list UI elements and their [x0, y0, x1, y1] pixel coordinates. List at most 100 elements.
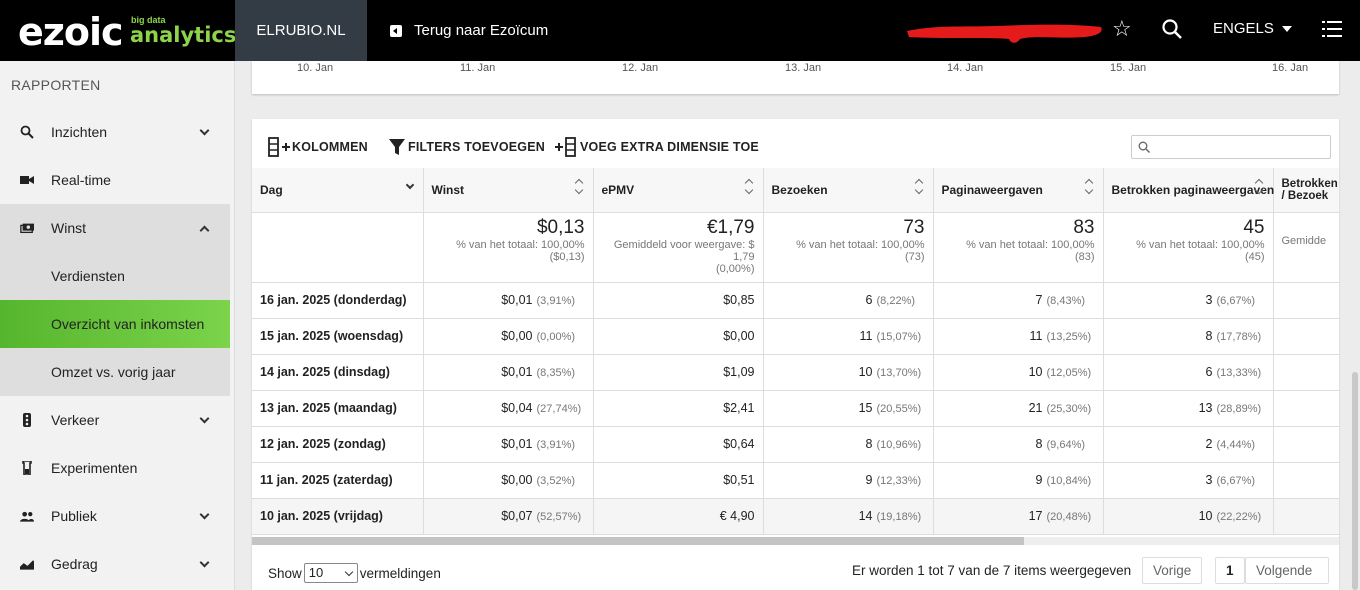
sidebar-item-verkeer[interactable]: Verkeer — [0, 396, 230, 444]
cell-per-bezoek — [1273, 354, 1339, 391]
cell-percent: (4,44%) — [1216, 439, 1256, 451]
cell-percent: (6,67%) — [1216, 475, 1256, 487]
total-value: $0,13 — [536, 216, 585, 238]
sidebar-subitem-omzet-vorig-jaar[interactable]: Omzet vs. vorig jaar — [0, 348, 230, 396]
table-search-input[interactable] — [1131, 135, 1331, 159]
table-row[interactable]: 10 jan. 2025 (vrijdag) $0,07 (52,57%) € 4,9… — [252, 498, 1339, 535]
sidebar-item-winst[interactable]: Winst — [0, 204, 230, 252]
table-row[interactable]: 16 jan. 2025 (donderdag) $0,01 (3,91%) $0,8… — [252, 282, 1339, 319]
page-vertical-scrollbar[interactable] — [1352, 372, 1358, 590]
table-row[interactable]: 14 jan. 2025 (dinsdag) $0,01 (8,35%) $1,09 1… — [252, 354, 1339, 391]
next-page-button[interactable]: Volgende — [1245, 557, 1329, 584]
language-selector[interactable]: ENGELS — [1213, 0, 1292, 61]
chevron-down-icon — [199, 509, 210, 520]
cell-value: 13 — [1198, 401, 1213, 415]
cell-percent: (19,18%) — [876, 511, 922, 523]
columns-label: KOLOMMEN — [292, 140, 368, 154]
table-row[interactable]: 15 jan. 2025 (woensdag) $0,00 (0,00%) $0,00… — [252, 318, 1339, 355]
sidebar-item-gedrag[interactable]: Gedrag — [0, 540, 230, 588]
columns-button[interactable]: KOLOMMEN — [268, 137, 368, 157]
sidebar-item-real-time[interactable]: Real-time — [0, 156, 230, 204]
cell-percent: (10,96%) — [876, 439, 922, 451]
scrollbar-thumb[interactable] — [252, 537, 1024, 545]
cell-betrokken: 6 (13,33%) — [1103, 354, 1274, 391]
cell-epmv: $0,64 — [593, 426, 764, 463]
sidebar-subitem-overzicht-inkomsten[interactable]: Overzicht van inkomsten — [0, 300, 230, 348]
add-dimension-button[interactable]: VOEG EXTRA DIMENSIE TOE — [554, 137, 759, 157]
cell-value: 15 — [858, 401, 873, 415]
page-size-control: Show 10 vermeldingen — [268, 563, 441, 583]
table-row[interactable]: 12 jan. 2025 (zondag) $0,01 (3,91%) $0,64 8(… — [252, 426, 1339, 463]
chevron-down-icon — [199, 413, 210, 424]
totals-betrokken: 45% van het totaal: 100,00% (45) — [1103, 212, 1274, 283]
cell-value: $0,00 — [501, 473, 533, 487]
total-sub: (73) — [904, 250, 925, 263]
cell-percent: (15,07%) — [876, 331, 922, 343]
sidebar-item-inzichten[interactable]: Inzichten — [0, 108, 230, 156]
column-header-bezoeken[interactable]: Bezoeken — [763, 168, 934, 213]
cell-value: 11 — [1029, 329, 1043, 343]
previous-page-button[interactable]: Vorige — [1142, 557, 1203, 584]
total-sub: (83) — [1074, 250, 1095, 263]
people-icon — [20, 509, 34, 523]
cell-paginaweergaven: 8 (9,64%) — [933, 426, 1104, 463]
cell-paginaweergaven: 10 (12,05%) — [933, 354, 1104, 391]
back-arrow-icon — [390, 24, 402, 37]
cell-value: $0,04 — [501, 401, 533, 415]
column-header-label: Dag — [260, 182, 283, 197]
language-label: ENGELS — [1213, 20, 1274, 37]
cell-paginaweergaven: 11 (13,25%) — [933, 318, 1104, 355]
camera-icon — [20, 173, 34, 187]
sidebar-item-publiek[interactable]: Publiek — [0, 492, 230, 540]
chart-card: 10. Jan 11. Jan 12. Jan 13. Jan 14. Jan … — [252, 61, 1339, 94]
column-header-betrokken-per-bezoek[interactable]: Betrokken / Bezoek — [1273, 168, 1339, 213]
total-sub: Gemidde — [1281, 234, 1327, 247]
cell-winst: $0,07 (52,57%) — [423, 498, 594, 535]
menu-icon[interactable] — [1322, 20, 1342, 38]
cell-bezoeken: 9 (12,33%) — [763, 462, 934, 499]
site-selector[interactable]: ELRUBIO.NL — [235, 0, 367, 61]
cell-percent: (20,55%) — [876, 403, 922, 415]
add-dimension-label: VOEG EXTRA DIMENSIE TOE — [580, 140, 759, 154]
logo-sub-text: analytics — [130, 23, 237, 47]
total-sub: Gemiddeld voor weergave: $ — [613, 238, 755, 251]
star-icon[interactable]: ☆ — [1112, 16, 1132, 41]
cell-percent: (27,74%) — [536, 403, 582, 415]
cell-percent: (0,00%) — [536, 331, 576, 343]
add-filters-button[interactable]: FILTERS TOEVOEGEN — [388, 137, 545, 157]
page-size-select[interactable]: 10 — [303, 563, 358, 583]
cell-day: 10 jan. 2025 (vrijdag) — [252, 498, 424, 535]
cell-percent: (8,43%) — [1046, 295, 1086, 307]
logo-small-text: big data — [131, 15, 166, 25]
column-header-betrokken-paginaweergaven[interactable]: Betrokken paginaweergaven — [1103, 168, 1274, 213]
column-header-paginaweergaven[interactable]: Paginaweergaven — [933, 168, 1104, 213]
cell-value: $0,01 — [501, 437, 533, 451]
columns-icon — [268, 137, 290, 157]
cell-per-bezoek — [1273, 282, 1339, 319]
cell-value: 6 — [1205, 365, 1213, 379]
sidebar-subitem-verdiensten[interactable]: Verdiensten — [0, 252, 230, 300]
column-header-dag[interactable]: Dag — [252, 168, 424, 213]
cell-value: $0,01 — [501, 293, 533, 307]
ezoic-logo[interactable]: ezoic big data analytics — [18, 10, 236, 54]
sort-icon — [1086, 180, 1093, 192]
cell-day: 12 jan. 2025 (zondag) — [252, 426, 424, 463]
table-row[interactable]: 13 jan. 2025 (maandag) $0,04 (27,74%) $2,41… — [252, 390, 1339, 427]
cell-winst: $0,00 (3,52%) — [423, 462, 594, 499]
table-footer: Show 10 vermeldingen Er worden 1 tot 7 v… — [252, 557, 1339, 587]
search-icon — [20, 125, 34, 139]
back-link[interactable]: Terug naar Ezoïcum — [390, 0, 548, 61]
column-header-epmv[interactable]: ePMV — [593, 168, 764, 213]
page-button-1[interactable]: 1 — [1215, 557, 1245, 584]
column-header-winst[interactable]: Winst — [423, 168, 594, 213]
sidebar-item-experimenten[interactable]: Experimenten — [0, 444, 230, 492]
table-row[interactable]: 11 jan. 2025 (zaterdag) $0,00 (3,52%) $0,51… — [252, 462, 1339, 499]
sidebar-item-label: Inzichten — [51, 124, 108, 140]
sort-icon — [1256, 180, 1263, 192]
cell-betrokken: 10 (22,22%) — [1103, 498, 1274, 535]
total-sub: % van het totaal: 100,00% — [966, 238, 1095, 251]
search-icon[interactable] — [1160, 17, 1184, 41]
cell-percent: (13,70%) — [876, 367, 922, 379]
horizontal-scrollbar[interactable] — [252, 537, 1339, 545]
cell-percent: (22,22%) — [1216, 511, 1262, 523]
